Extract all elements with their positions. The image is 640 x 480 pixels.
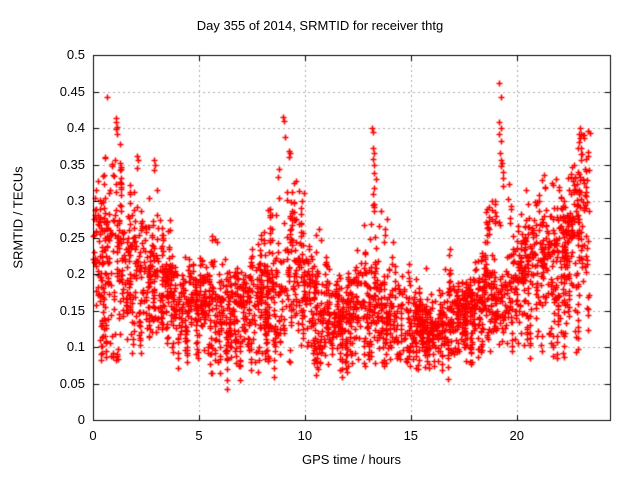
x-tick-label: 20 xyxy=(509,428,524,443)
x-tick-label: 10 xyxy=(297,428,313,443)
y-tick-label: 0.45 xyxy=(59,83,85,99)
y-tick-label: 0.1 xyxy=(66,339,85,354)
y-tick-label: 0.3 xyxy=(66,193,85,208)
y-tick-label: 0.15 xyxy=(59,302,85,318)
y-tick-label: 0.05 xyxy=(59,375,85,391)
y-tick-label: 0.5 xyxy=(66,47,85,62)
x-axis-label: GPS time / hours xyxy=(302,452,401,467)
x-tick-label: 15 xyxy=(403,428,419,443)
x-tick-label: 5 xyxy=(195,428,203,443)
y-tick-label: 0.35 xyxy=(59,156,85,172)
y-tick-label: 0 xyxy=(77,412,85,427)
y-tick-label: 0.25 xyxy=(59,229,85,245)
x-tick-label: 0 xyxy=(89,428,97,443)
y-tick-label: 0.4 xyxy=(66,120,85,135)
y-tick-label: 0.2 xyxy=(66,266,85,281)
